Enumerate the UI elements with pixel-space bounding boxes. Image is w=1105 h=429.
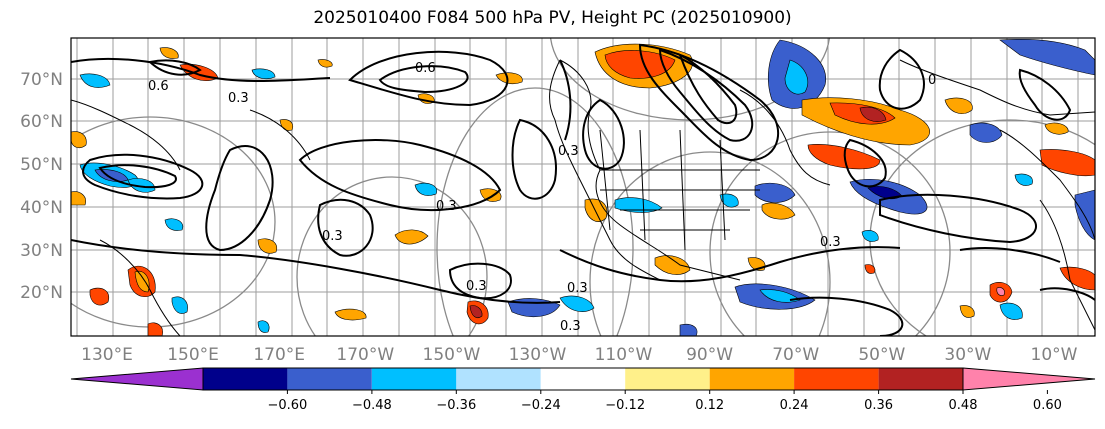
colorbar-segment — [794, 368, 879, 390]
lat-label: 40°N — [20, 198, 63, 218]
colorbar-tick-label: 0.24 — [780, 398, 809, 413]
height-pc-contours — [71, 43, 1095, 336]
lon-label: 70°W — [772, 345, 819, 365]
map-title: 2025010400 F084 500 hPa PV, Height PC (2… — [313, 8, 792, 28]
lat-label: 30°N — [20, 241, 63, 261]
colorbar-tick-label: 0.12 — [695, 398, 724, 413]
latitude-axis: 70°N 60°N 50°N 40°N 30°N 20°N — [20, 70, 63, 303]
colorbar-tick-label: −0.60 — [267, 398, 307, 413]
contour-label: 0.3 — [466, 279, 487, 294]
colorbar-segment — [371, 368, 457, 390]
colorbar-segment — [878, 368, 963, 390]
contour-label: 0.3 — [436, 199, 457, 214]
colorbar-tick-label: 0.60 — [1033, 398, 1062, 413]
colorbar-tick-label: −0.36 — [436, 398, 476, 413]
colorbar-tick-label: −0.48 — [352, 398, 392, 413]
lon-label: 110°W — [595, 345, 653, 365]
contour-label: 0.3 — [558, 144, 579, 159]
lon-label: 30°W — [944, 345, 991, 365]
lon-label: 90°W — [686, 345, 733, 365]
colorbar-segment — [287, 368, 372, 390]
colorbar-segment — [540, 368, 626, 390]
lon-label: 150°W — [423, 345, 481, 365]
lon-label: 10°W — [1031, 345, 1078, 365]
lat-label: 60°N — [20, 112, 63, 132]
lon-label: 170°W — [336, 345, 394, 365]
colorbar-extend-low — [70, 367, 204, 391]
map-frame — [70, 37, 1096, 337]
contour-label: 0.6 — [415, 61, 436, 76]
colorbar-segment — [625, 368, 710, 390]
lat-label: 50°N — [20, 155, 63, 175]
contour-label: 0.3 — [820, 235, 841, 250]
colorbar-tick-label: −0.12 — [605, 398, 645, 413]
contour-labels: 0.6 0.3 0.3 0.3 0.3 0.3 0.3 0 0.6 0.3 0.… — [148, 61, 936, 334]
contour-label: 0.3 — [567, 281, 588, 296]
lon-label: 130°W — [509, 345, 567, 365]
lon-label: 150°E — [167, 345, 219, 365]
colorbar-segment — [456, 368, 541, 390]
contour-label: 0.3 — [322, 229, 343, 244]
colorbar-segment — [709, 368, 795, 390]
colorbar-extend-high — [962, 367, 1096, 391]
colorbar-tick-label: −0.24 — [521, 398, 561, 413]
colorbar-tick-label: 0.36 — [864, 398, 893, 413]
colorbar: −0.60 −0.48 −0.36 −0.24 −0.12 0.12 0.24 0.36 0.4… — [70, 367, 1096, 413]
colorbar-segment — [203, 368, 288, 390]
contour-label: 0 — [928, 73, 936, 88]
colorbar-outline — [202, 367, 964, 391]
lon-label: 50°W — [858, 345, 905, 365]
lat-label: 70°N — [20, 70, 63, 90]
lat-label: 20°N — [20, 283, 63, 303]
lon-label: 130°E — [81, 345, 133, 365]
contour-label: 0.3 — [228, 91, 249, 106]
lon-label: 170°E — [253, 345, 305, 365]
longitude-axis: 130°E 150°E 170°E 170°W 150°W 130°W 110°… — [81, 345, 1078, 365]
coastlines — [71, 59, 1095, 336]
contour-label: 0.3 — [560, 319, 581, 334]
colorbar-tick-label: 0.48 — [949, 398, 978, 413]
contour-label: 0.6 — [148, 79, 169, 94]
